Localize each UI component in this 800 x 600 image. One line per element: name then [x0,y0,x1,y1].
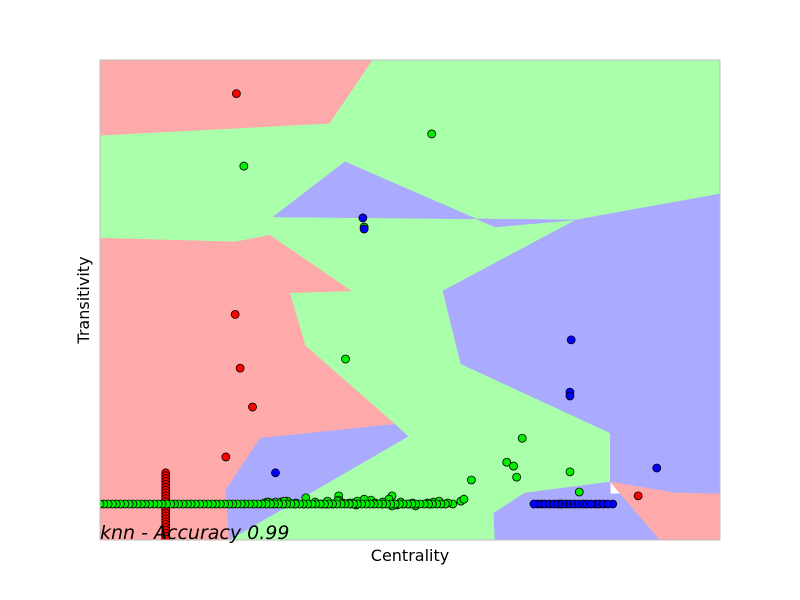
x-axis-label: Centrality [371,546,449,565]
point-red-1 [230,309,240,319]
point-blue-22 [586,499,596,509]
point-red-28 [161,534,171,540]
decision-region-blue-3 [272,161,577,228]
accuracy-annotation: knn - Accuracy 0.99 [100,522,289,544]
point-red-2 [235,363,245,373]
point-blue-4 [565,391,575,401]
plot-area [100,60,720,540]
point-green-16 [459,494,469,504]
point-green-147 [100,499,105,509]
y-axis-label: Transitivity [74,256,93,344]
point-green-3 [341,354,350,364]
decision-region-red-7 [100,234,396,540]
point-blue-25 [603,499,613,509]
point-red-4 [221,452,231,462]
point-blue-1 [359,224,369,234]
point-blue-27 [529,499,539,509]
point-red-29 [633,491,643,501]
point-blue-5 [271,468,280,478]
point-green-6 [509,461,518,471]
point-green-1 [239,161,249,171]
point-green-10 [574,487,584,497]
point-blue-2 [566,335,576,345]
point-red-0 [231,89,241,98]
point-red-3 [248,402,257,412]
point-blue-0 [358,213,368,223]
point-green-9 [466,475,476,485]
point-blue-6 [652,463,662,473]
decision-regions [100,60,720,540]
point-green-0 [427,129,437,139]
point-green-4 [517,433,527,443]
plot-frame [99,59,721,541]
point-green-8 [512,472,522,482]
data-points [100,89,662,540]
point-green-5 [502,457,512,467]
point-green-7 [565,467,575,477]
